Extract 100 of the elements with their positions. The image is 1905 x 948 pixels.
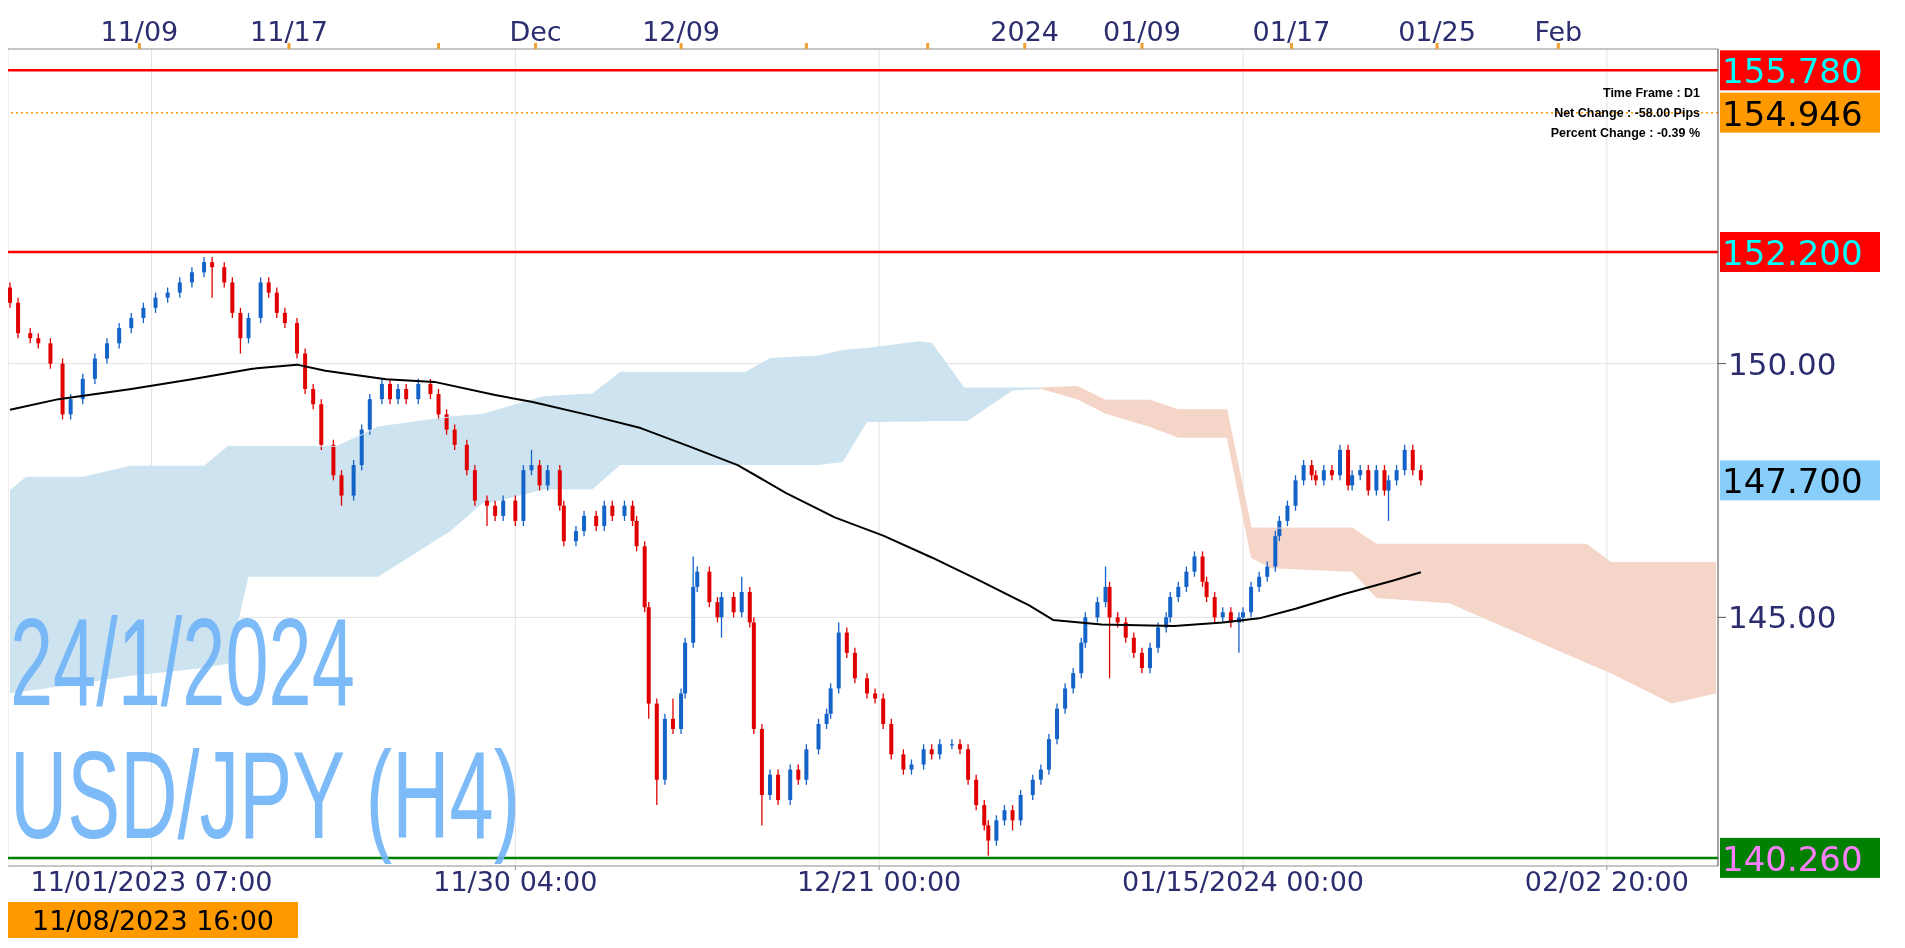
candlestick: [573, 525, 578, 547]
x-tick-label: 11/01/2023 07:00: [30, 866, 273, 898]
text: Dec: [509, 16, 562, 47]
candlestick: [92, 352, 97, 385]
text: 11/09: [100, 16, 179, 47]
text: 01/09: [1103, 16, 1181, 47]
candlestick: [282, 307, 287, 329]
candlestick: [141, 302, 146, 324]
candlestick: [1103, 565, 1108, 608]
candlestick: [1321, 464, 1326, 487]
candlestick: [1309, 459, 1314, 481]
candlestick: [1131, 631, 1136, 659]
candlestick: [1148, 642, 1152, 674]
candlestick: [731, 591, 736, 618]
text: 147.700: [1722, 461, 1863, 502]
candlestick: [1366, 464, 1371, 497]
candlestick: [670, 697, 675, 735]
candlestick: [921, 743, 926, 771]
candlestick: [1038, 763, 1043, 786]
candlestick: [1418, 464, 1423, 487]
candlestick: [452, 423, 457, 451]
candlestick: [873, 687, 878, 705]
text: 12/09: [642, 16, 720, 47]
candlestick: [117, 322, 122, 350]
candlestick: [1071, 667, 1076, 695]
candlestick: [545, 464, 550, 492]
candlestick: [8, 281, 12, 309]
candlestick: [594, 510, 599, 532]
candlestick: [202, 256, 207, 278]
candlestick: [865, 672, 870, 700]
candlestick: [1184, 565, 1189, 593]
candlestick: [1123, 616, 1128, 644]
candlestick: [715, 596, 720, 624]
candlestick: [529, 449, 534, 476]
ref-line-label: 155.780: [1722, 51, 1863, 92]
candlestick: [246, 312, 251, 344]
candlestick: [1374, 464, 1379, 497]
candlestick: [796, 763, 801, 786]
candlestick: [428, 378, 433, 400]
x-tick-label: 11/30 04:00: [433, 866, 598, 898]
candlestick: [129, 312, 134, 334]
candlestick: [388, 378, 392, 405]
x-tick-label: 12/21 00:00: [797, 866, 962, 898]
candlestick: [210, 256, 215, 299]
text: 01/25: [1398, 16, 1476, 47]
candlestick: [1382, 464, 1387, 497]
candlestick: [396, 383, 401, 405]
text: 11/08/2023 16:00: [31, 905, 275, 936]
candlestick: [1002, 804, 1007, 827]
x-tick-label: 02/02 20:00: [1524, 866, 1689, 898]
candlestick: [485, 494, 490, 527]
candlestick: [189, 266, 194, 289]
text: 11/17: [250, 16, 328, 47]
text: Feb: [1534, 16, 1583, 47]
y-tick-label: 145.00: [1728, 599, 1837, 636]
candlestick: [1139, 647, 1144, 674]
text: 2024: [990, 16, 1060, 47]
annotation: Net Change : -58.00 Pips: [1554, 106, 1701, 120]
candlestick: [48, 337, 53, 370]
candlestick: [537, 459, 542, 492]
candlestick: [602, 499, 607, 532]
candlestick: [622, 499, 627, 522]
candlestick: [1386, 474, 1391, 522]
candlestick: [1257, 571, 1262, 593]
candlestick: [1030, 774, 1035, 801]
candlestick: [937, 738, 942, 761]
candlestick: [1402, 444, 1407, 476]
candlestick: [1350, 469, 1355, 492]
y-tick-label: 150.00: [1728, 345, 1837, 382]
candlestick: [901, 748, 906, 776]
candlestick: [1176, 581, 1181, 603]
candlestick: [311, 383, 316, 410]
candlestick: [177, 276, 182, 299]
candlestick: [222, 261, 227, 289]
candlestick: [436, 388, 441, 421]
candlestick: [404, 383, 409, 405]
candlestick: [1192, 550, 1197, 578]
annotation: Percent Change : -0.39 %: [1550, 126, 1700, 140]
candlestick: [153, 291, 158, 314]
candlestick: [1301, 459, 1306, 487]
annotation: Time Frame : D1: [1602, 86, 1701, 100]
candlestick: [739, 576, 744, 618]
candlestick: [1156, 621, 1161, 654]
ref-line-label: 154.946: [1722, 93, 1863, 134]
candlestick: [994, 814, 999, 847]
candlestick: [513, 494, 518, 527]
candlestick: [274, 286, 279, 319]
candlestick: [1265, 560, 1270, 583]
candlestick: [379, 378, 384, 405]
candlestick: [68, 393, 73, 421]
candlestick: [1063, 682, 1068, 715]
candlestick: [1095, 596, 1100, 624]
candlestick: [105, 337, 110, 365]
text: 01/17: [1252, 16, 1331, 47]
candlestick: [493, 499, 498, 522]
candlestick: [1410, 444, 1415, 476]
candlestick: [339, 469, 344, 507]
candlestick: [1285, 499, 1290, 527]
candlestick: [719, 591, 724, 639]
candlestick: [266, 276, 271, 299]
